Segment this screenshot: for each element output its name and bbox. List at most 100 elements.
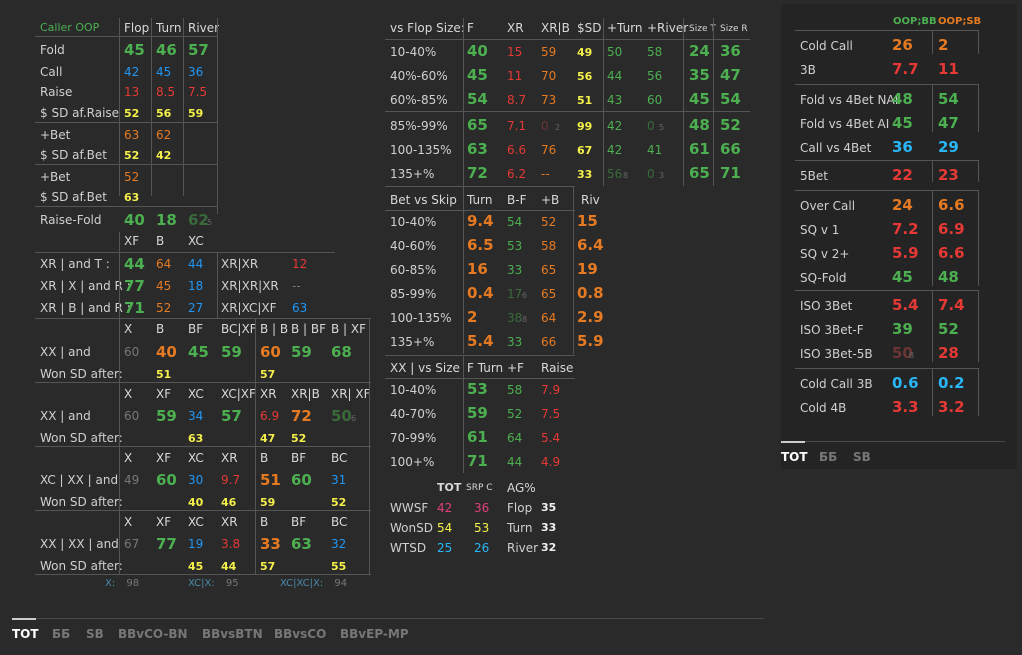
fold-flop: 45 bbox=[124, 41, 145, 59]
bet-turn: 62 bbox=[156, 128, 172, 142]
g4-bf: 63 bbox=[291, 535, 312, 553]
g3-won-sd-xr: 46 bbox=[221, 496, 237, 509]
row-fold-label: Fold bbox=[40, 43, 65, 57]
footer-x-value: 98 bbox=[126, 578, 140, 589]
vs-flop-size-panel: vs Flop Size: F XR XR|B $SD +Turn +River… bbox=[385, 16, 750, 561]
flop-size-size-r: 54 bbox=[720, 90, 741, 108]
tab-bbvsco[interactable]: BBvsCO bbox=[274, 627, 327, 641]
mid-h-size-t: Size T bbox=[689, 24, 716, 34]
row-call-label: Call bbox=[40, 65, 63, 79]
g1-h-b: B bbox=[156, 322, 165, 336]
preflop-oop-sb: 0.2 bbox=[938, 374, 965, 392]
g1-h-bf: BF bbox=[188, 322, 204, 336]
flop-size-plus-turn: 56 bbox=[607, 167, 623, 181]
flop-size-xr-b: 70 bbox=[541, 69, 557, 83]
xr-xr-xr-label: XR|XR|XR bbox=[221, 279, 279, 293]
preflop-oop-bb: 7.2 bbox=[892, 220, 919, 238]
tot-wonsd-srp: 53 bbox=[474, 521, 490, 535]
tab-tot[interactable]: TOT bbox=[12, 627, 39, 641]
xx-size-label: 70-99% bbox=[390, 431, 437, 445]
tab-sb[interactable]: SB bbox=[86, 627, 104, 641]
g4-xc: 19 bbox=[188, 537, 204, 551]
flop-size-plus-turn: 44 bbox=[607, 69, 623, 83]
preflop-oop-bb: 0.6 bbox=[892, 374, 919, 392]
preflop-oop-bb: 5.9 bbox=[892, 244, 919, 262]
preflop-oop-sb: 47 bbox=[938, 114, 959, 132]
right-tab-sb[interactable]: SB bbox=[853, 450, 871, 464]
preflop-label: ISO 3Bet bbox=[800, 299, 853, 313]
flop-size-xr-b: 73 bbox=[541, 93, 557, 107]
preflop-oop-bb: 7.7 bbox=[892, 60, 919, 78]
tot-wtsd-label: WTSD bbox=[390, 541, 427, 555]
flop-size-size-t: 24 bbox=[689, 42, 710, 60]
g2-h-xr-b: XR|B bbox=[291, 387, 320, 401]
xx-h-label: XX | vs Size bbox=[390, 361, 460, 375]
g3-row-label: XC | XX | and bbox=[40, 473, 119, 487]
xx-h-fturn: F Turn bbox=[467, 361, 504, 375]
tot-wwsf-label: WWSF bbox=[390, 501, 429, 515]
preflop-oop-bb: 36 bbox=[892, 138, 913, 156]
tot-ag-river: 32 bbox=[541, 541, 557, 554]
bet-skip-turn: 0.4 bbox=[467, 284, 494, 302]
bet-flop: 63 bbox=[124, 128, 140, 142]
right-tab-bb[interactable]: ББ bbox=[819, 450, 838, 464]
bet-skip-riv: 5.9 bbox=[577, 332, 604, 350]
g1-h-b-xf: B | XF bbox=[331, 322, 367, 336]
g2-xr-xf: 50 bbox=[331, 407, 352, 425]
flop-size-label: 40%-60% bbox=[390, 69, 448, 83]
tot-wwsf-srp: 36 bbox=[474, 501, 490, 515]
row-bet-label: +Bet bbox=[40, 128, 71, 142]
g1-h-b-bf: B | BF bbox=[291, 322, 327, 336]
preflop-oop-bb-sample: 8 bbox=[909, 351, 915, 360]
bet-skip-riv: 6.4 bbox=[577, 236, 604, 254]
tab-bbvco-bn[interactable]: BBvCO-BN bbox=[118, 627, 188, 641]
tab-bbvsbtn[interactable]: BBvsBTN bbox=[202, 627, 263, 641]
flop-size-xr-b: 0 bbox=[541, 119, 549, 133]
fold-turn: 46 bbox=[156, 41, 177, 59]
flop-size-size-r: 47 bbox=[720, 66, 741, 84]
flop-size-label: 135+% bbox=[390, 167, 435, 181]
right-h-oop-sb: OOP;SB bbox=[938, 16, 982, 27]
right-tab-tot[interactable]: TOT bbox=[781, 450, 808, 464]
raise-fold-turn: 18 bbox=[156, 211, 177, 229]
flop-size-sd: 51 bbox=[577, 94, 593, 107]
g4-h-b: B bbox=[260, 515, 269, 529]
flop-size-plus-river-sample: 5 bbox=[659, 123, 665, 132]
left-footer: X: 98 bbox=[105, 578, 139, 589]
mid-h-vs-flop-size: vs Flop Size: bbox=[390, 21, 465, 35]
raise-fold-flop: 40 bbox=[124, 211, 145, 229]
flop-size-plus-river: 56 bbox=[647, 69, 663, 83]
g1-bc-xf: 59 bbox=[221, 343, 242, 361]
preflop-oop-sb: 6.6 bbox=[938, 244, 965, 262]
g4-bc: 32 bbox=[331, 537, 347, 551]
row-sd-af-bet-label: $ SD af.Bet bbox=[40, 148, 107, 162]
g2-won-sd-xf: 63 bbox=[188, 432, 204, 445]
g3-h-xf: XF bbox=[156, 451, 172, 465]
tot-h-srpc: SRP C bbox=[466, 483, 493, 493]
sd-af-bet-turn: 42 bbox=[156, 149, 172, 162]
g3-won-sd-b: 59 bbox=[260, 496, 276, 509]
xr-and-t-xf: 44 bbox=[124, 255, 145, 273]
flop-size-xr: 11 bbox=[507, 69, 523, 83]
xx-size-plus-f: 58 bbox=[507, 383, 523, 397]
g2-xf: 59 bbox=[156, 407, 177, 425]
xr-xr-value: 12 bbox=[292, 257, 308, 271]
bet-skip-riv: 15 bbox=[577, 212, 598, 230]
flop-size-size-r: 36 bbox=[720, 42, 741, 60]
xx-size-label: 40-70% bbox=[390, 407, 437, 421]
tab-bbvep-mp[interactable]: BBvEP-MP bbox=[340, 627, 409, 641]
preflop-oop-bb: 24 bbox=[892, 196, 913, 214]
flop-size-size-r: 52 bbox=[720, 116, 741, 134]
left-footer-3: XC|XC|X: 94 bbox=[280, 578, 347, 589]
flop-size-plus-turn: 42 bbox=[607, 119, 623, 133]
preflop-oop-bb: 26 bbox=[892, 36, 913, 54]
flop-size-size-t: 65 bbox=[689, 164, 710, 182]
tab-bb[interactable]: ББ bbox=[52, 627, 71, 641]
g2-xc: 34 bbox=[188, 409, 204, 423]
flop-size-xr-b: 59 bbox=[541, 45, 557, 59]
g1-bf: 45 bbox=[188, 343, 209, 361]
g2-xc-xf: 57 bbox=[221, 407, 242, 425]
g2-h-xr-xf: XR| XF bbox=[331, 387, 371, 401]
g4-h-bc: BC bbox=[331, 515, 348, 529]
g1-won-sd-b: 51 bbox=[156, 368, 172, 381]
